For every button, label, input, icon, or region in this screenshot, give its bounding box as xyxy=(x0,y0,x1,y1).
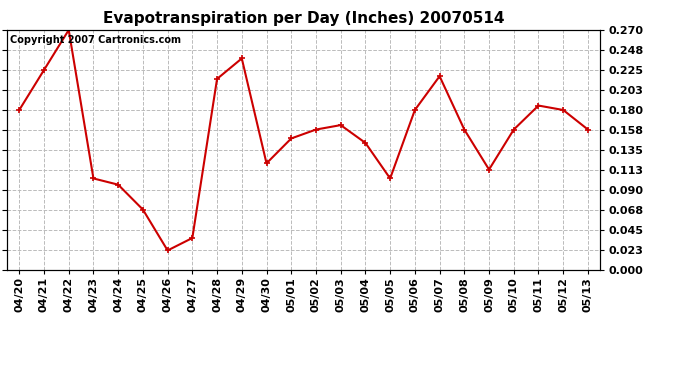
Title: Evapotranspiration per Day (Inches) 20070514: Evapotranspiration per Day (Inches) 2007… xyxy=(103,11,504,26)
Text: Copyright 2007 Cartronics.com: Copyright 2007 Cartronics.com xyxy=(10,35,181,45)
